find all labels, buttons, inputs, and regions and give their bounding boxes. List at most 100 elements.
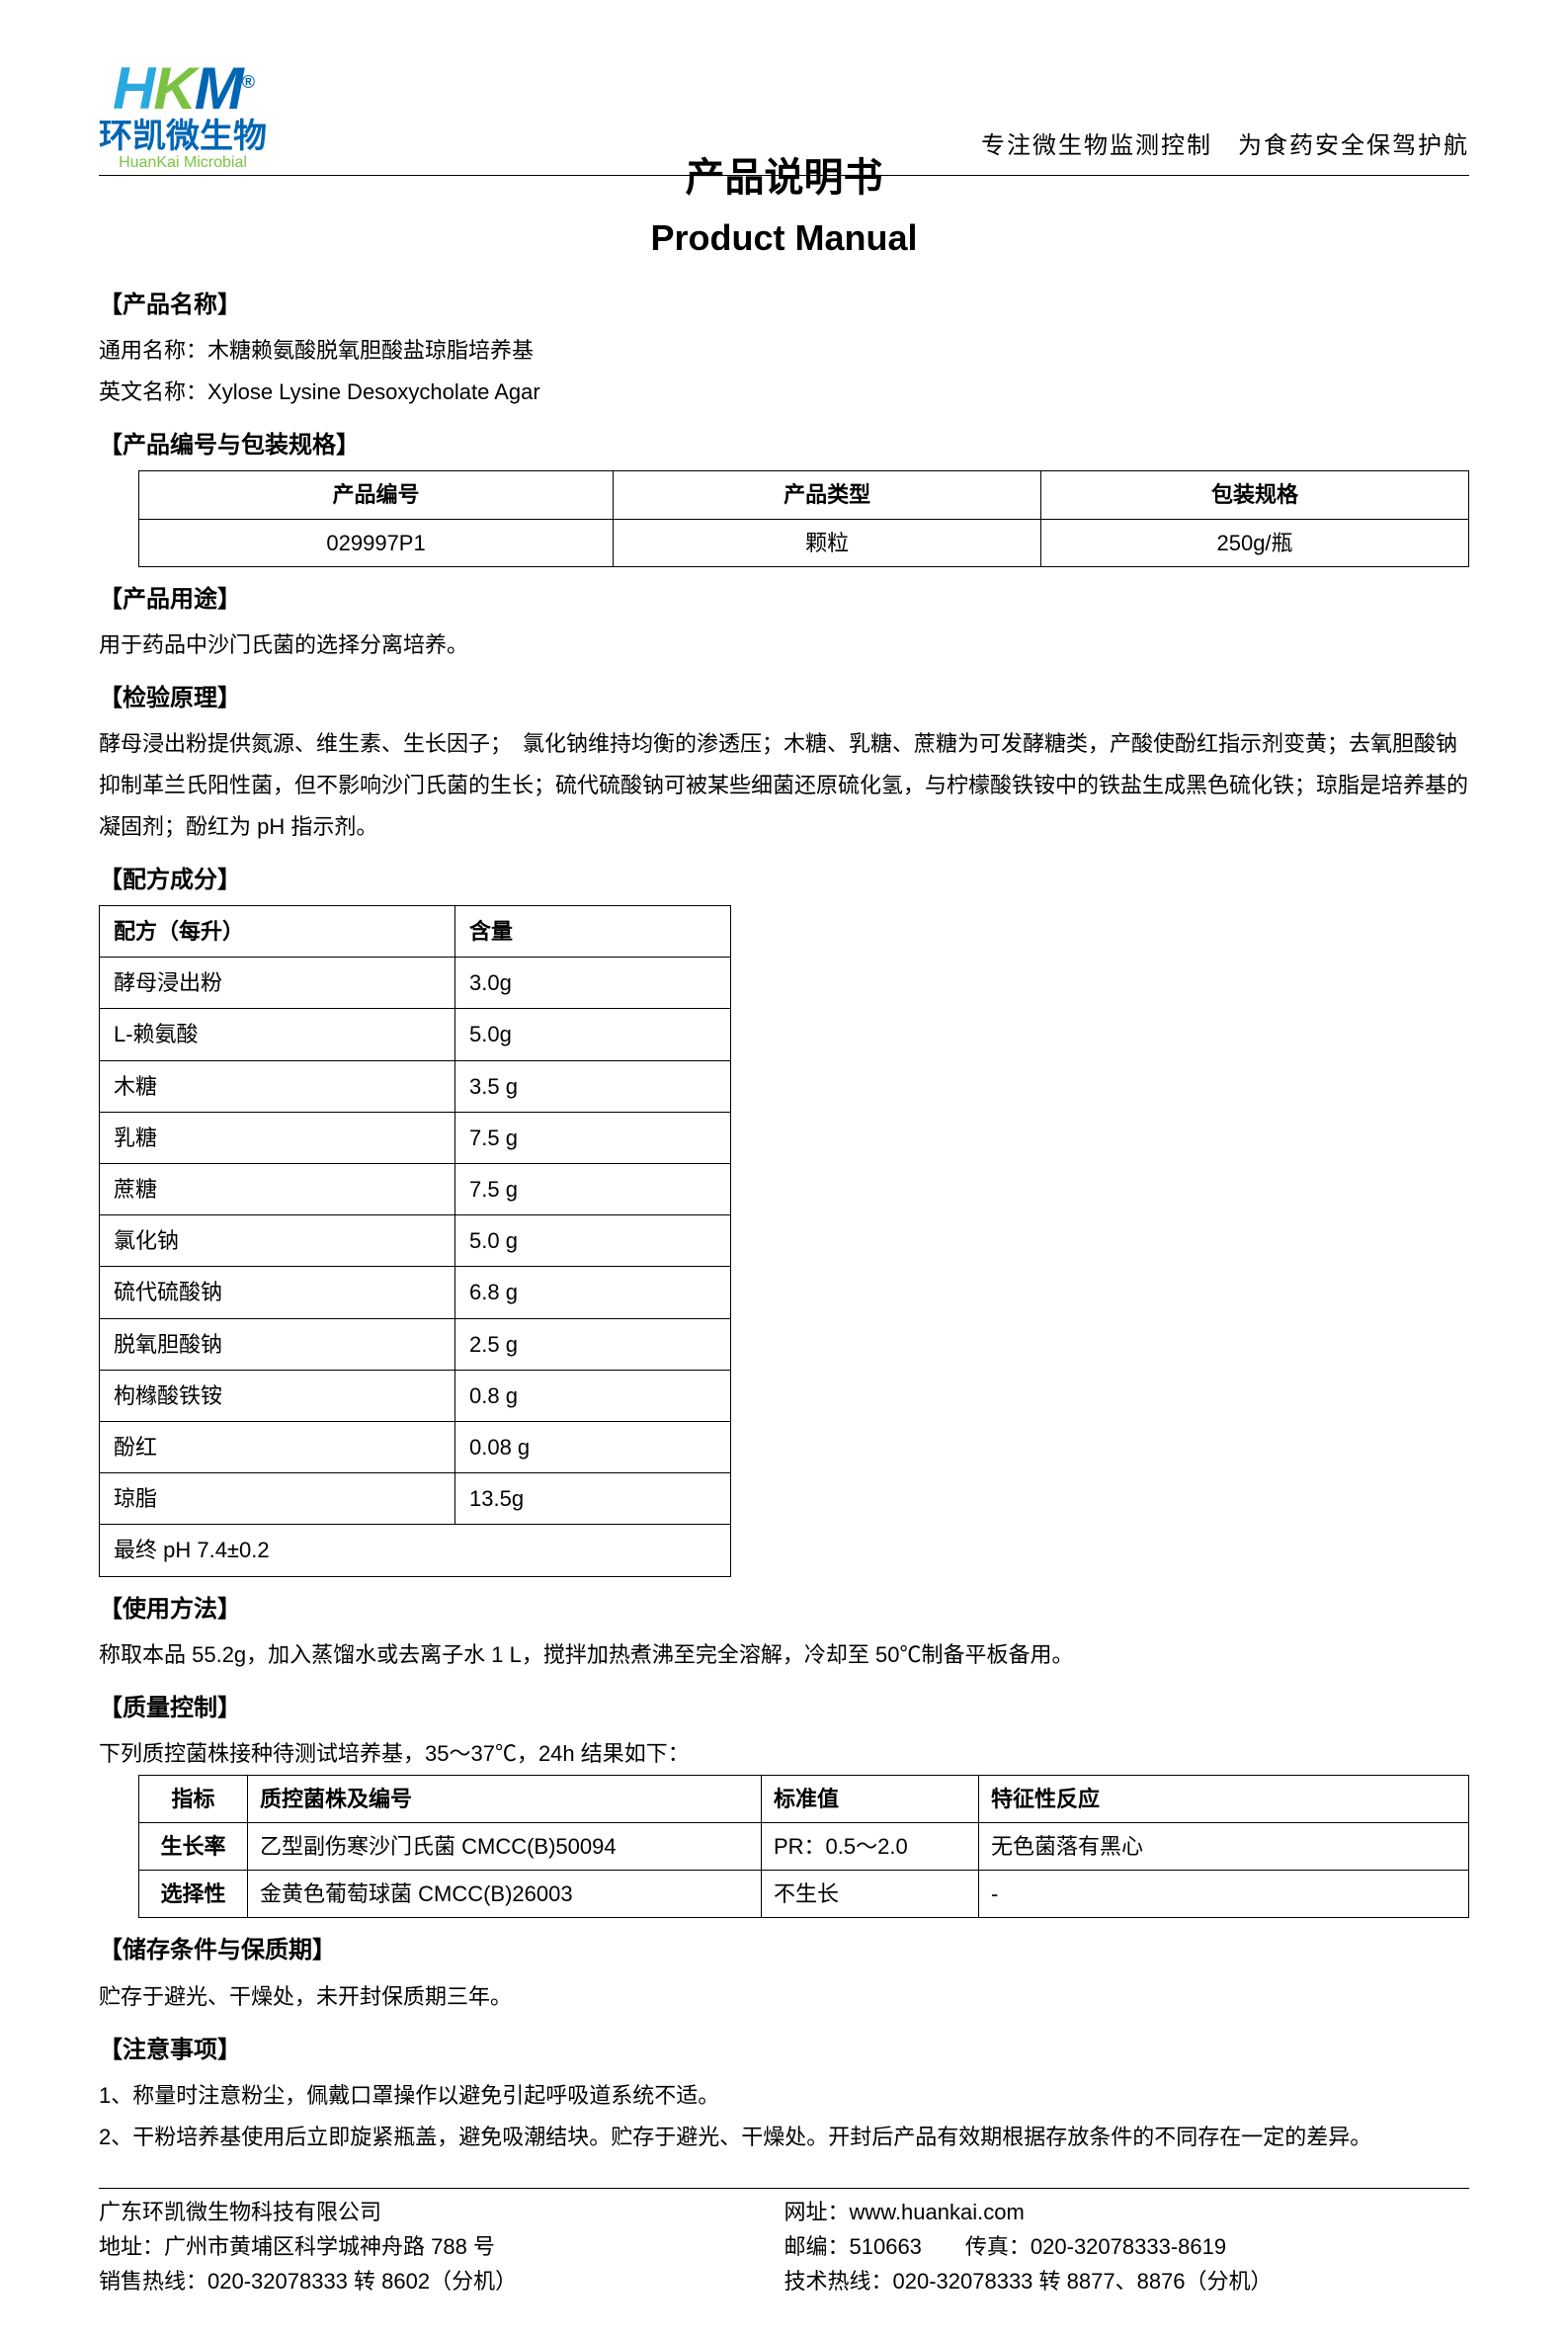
- section-qc: 【质量控制】: [99, 1690, 1469, 1727]
- amount: 6.8 g: [455, 1267, 731, 1318]
- footer-tech: 技术热线：020-32078333 转 8877、8876（分机）: [784, 2264, 1470, 2298]
- cell-strain: 乙型副伤寒沙门氏菌 CMCC(B)50094: [248, 1823, 762, 1871]
- footer-right: 网址：www.huankai.com 邮编：510663 传真：020-3207…: [784, 2195, 1470, 2299]
- ingredient: 脱氧胆酸钠: [100, 1318, 455, 1370]
- ingredient: 氯化钠: [100, 1215, 455, 1267]
- col-reaction: 特征性反应: [979, 1775, 1469, 1822]
- caution-2: 2、干粉培养基使用后立即旋紧瓶盖，避免吸潮结块。贮存于避光、干燥处。开封后产品有…: [99, 2117, 1469, 2158]
- cell-standard: 不生长: [762, 1871, 979, 1918]
- ingredient: L-赖氨酸: [100, 1009, 455, 1060]
- cell-indicator: 生长率: [139, 1823, 248, 1871]
- footer-website: 网址：www.huankai.com: [784, 2195, 1470, 2229]
- table-row: 酵母浸出粉3.0g: [100, 958, 731, 1009]
- footer-sales: 销售热线：020-32078333 转 8602（分机）: [99, 2264, 784, 2298]
- table-row: 生长率 乙型副伤寒沙门氏菌 CMCC(B)50094 PR：0.5～2.0 无色…: [139, 1823, 1469, 1871]
- section-formula: 【配方成分】: [99, 862, 1469, 899]
- logo-en: HuanKai Microbial: [119, 155, 247, 171]
- section-product-name: 【产品名称】: [99, 287, 1469, 324]
- col-code: 产品编号: [139, 471, 614, 519]
- principle-text: 酵母浸出粉提供氮源、维生素、生长因子； 氯化钠维持均衡的渗透压；木糖、乳糖、蔗糖…: [99, 723, 1469, 847]
- table-row: 蔗糖7.5 g: [100, 1164, 731, 1215]
- col-type: 产品类型: [614, 471, 1041, 519]
- cell-standard: PR：0.5～2.0: [762, 1823, 979, 1871]
- generic-name-label: 通用名称：: [99, 338, 207, 363]
- formula-table: 配方（每升） 含量 酵母浸出粉3.0g L-赖氨酸5.0g 木糖3.5 g 乳糖…: [99, 905, 731, 1576]
- generic-name-row: 通用名称：木糖赖氨酸脱氧胆酸盐琼脂培养基: [99, 330, 1469, 372]
- table-row: 氯化钠5.0 g: [100, 1215, 731, 1267]
- qc-intro: 下列质控菌株接种待测试培养基，35～37℃，24h 结果如下：: [99, 1733, 1469, 1775]
- amount: 7.5 g: [455, 1112, 731, 1163]
- section-usage: 【产品用途】: [99, 581, 1469, 619]
- table-row: 硫代硫酸钠6.8 g: [100, 1267, 731, 1318]
- usage-text: 用于药品中沙门氏菌的选择分离培养。: [99, 625, 1469, 666]
- ingredient: 木糖: [100, 1060, 455, 1112]
- table-row: 脱氧胆酸钠2.5 g: [100, 1318, 731, 1370]
- col-ingredient: 配方（每升）: [100, 906, 455, 958]
- section-storage: 【储存条件与保质期】: [99, 1932, 1469, 1969]
- table-row: 木糖3.5 g: [100, 1060, 731, 1112]
- logo-letters: HKM®: [113, 59, 253, 119]
- cell-code: 029997P1: [139, 519, 614, 566]
- table-row: 选择性 金黄色葡萄球菌 CMCC(B)26003 不生长 -: [139, 1871, 1469, 1918]
- footer-left: 广东环凯微生物科技有限公司 地址：广州市黄埔区科学城神舟路 788 号 销售热线…: [99, 2195, 784, 2299]
- footer-address: 地址：广州市黄埔区科学城神舟路 788 号: [99, 2229, 784, 2264]
- title-en: Product Manual: [99, 209, 1469, 267]
- col-indicator: 指标: [139, 1775, 248, 1822]
- cell-reaction: -: [979, 1871, 1469, 1918]
- section-principle: 【检验原理】: [99, 680, 1469, 717]
- table-row: 乳糖7.5 g: [100, 1112, 731, 1163]
- ingredient: 酵母浸出粉: [100, 958, 455, 1009]
- amount: 5.0g: [455, 1009, 731, 1060]
- col-amount: 含量: [455, 906, 731, 958]
- logo-cn: 环凯微生物: [99, 119, 267, 155]
- ingredient: 枸橼酸铁铵: [100, 1370, 455, 1421]
- section-caution: 【注意事项】: [99, 2032, 1469, 2069]
- footer-postfax: 邮编：510663 传真：020-32078333-8619: [784, 2229, 1470, 2264]
- final-ph: 最终 pH 7.4±0.2: [100, 1525, 731, 1576]
- method-text: 称取本品 55.2g，加入蒸馏水或去离子水 1 L，搅拌加热煮沸至完全溶解，冷却…: [99, 1634, 1469, 1676]
- table-row: 酚红0.08 g: [100, 1421, 731, 1472]
- ingredient: 乳糖: [100, 1112, 455, 1163]
- cell-indicator: 选择性: [139, 1871, 248, 1918]
- table-header-row: 产品编号 产品类型 包装规格: [139, 471, 1469, 519]
- col-pack: 包装规格: [1041, 471, 1469, 519]
- caution-1: 1、称量时注意粉尘，佩戴口罩操作以避免引起呼吸道系统不适。: [99, 2075, 1469, 2117]
- section-method: 【使用方法】: [99, 1591, 1469, 1628]
- ingredient: 酚红: [100, 1421, 455, 1472]
- amount: 7.5 g: [455, 1164, 731, 1215]
- ingredient: 琼脂: [100, 1473, 455, 1525]
- english-name-row: 英文名称：Xylose Lysine Desoxycholate Agar: [99, 372, 1469, 413]
- amount: 3.0g: [455, 958, 731, 1009]
- cell-reaction: 无色菌落有黑心: [979, 1823, 1469, 1871]
- english-name-label: 英文名称：: [99, 379, 207, 404]
- footer-company: 广东环凯微生物科技有限公司: [99, 2195, 784, 2229]
- logo: HKM® 环凯微生物 HuanKai Microbial: [99, 59, 267, 171]
- table-row: 枸橼酸铁铵0.8 g: [100, 1370, 731, 1421]
- table-footer-row: 最终 pH 7.4±0.2: [100, 1525, 731, 1576]
- amount: 0.8 g: [455, 1370, 731, 1421]
- generic-name: 木糖赖氨酸脱氧胆酸盐琼脂培养基: [207, 338, 534, 363]
- amount: 2.5 g: [455, 1318, 731, 1370]
- tagline: 专注微生物监测控制 为食药安全保驾护航: [981, 127, 1469, 171]
- table-row: 琼脂13.5g: [100, 1473, 731, 1525]
- table-header-row: 指标 质控菌株及编号 标准值 特征性反应: [139, 1775, 1469, 1822]
- amount: 3.5 g: [455, 1060, 731, 1112]
- cell-strain: 金黄色葡萄球菌 CMCC(B)26003: [248, 1871, 762, 1918]
- cell-pack: 250g/瓶: [1041, 519, 1469, 566]
- col-standard: 标准值: [762, 1775, 979, 1822]
- table-row: 029997P1 颗粒 250g/瓶: [139, 519, 1469, 566]
- cell-type: 颗粒: [614, 519, 1041, 566]
- section-code: 【产品编号与包装规格】: [99, 427, 1469, 464]
- storage-text: 贮存于避光、干燥处，未开封保质期三年。: [99, 1976, 1469, 2018]
- english-name: Xylose Lysine Desoxycholate Agar: [207, 379, 540, 404]
- ingredient: 硫代硫酸钠: [100, 1267, 455, 1318]
- table-row: L-赖氨酸5.0g: [100, 1009, 731, 1060]
- col-strain: 质控菌株及编号: [248, 1775, 762, 1822]
- amount: 5.0 g: [455, 1215, 731, 1267]
- amount: 0.08 g: [455, 1421, 731, 1472]
- amount: 13.5g: [455, 1473, 731, 1525]
- table-header-row: 配方（每升） 含量: [100, 906, 731, 958]
- code-table: 产品编号 产品类型 包装规格 029997P1 颗粒 250g/瓶: [138, 470, 1469, 566]
- page-footer: 广东环凯微生物科技有限公司 地址：广州市黄埔区科学城神舟路 788 号 销售热线…: [99, 2188, 1469, 2299]
- ingredient: 蔗糖: [100, 1164, 455, 1215]
